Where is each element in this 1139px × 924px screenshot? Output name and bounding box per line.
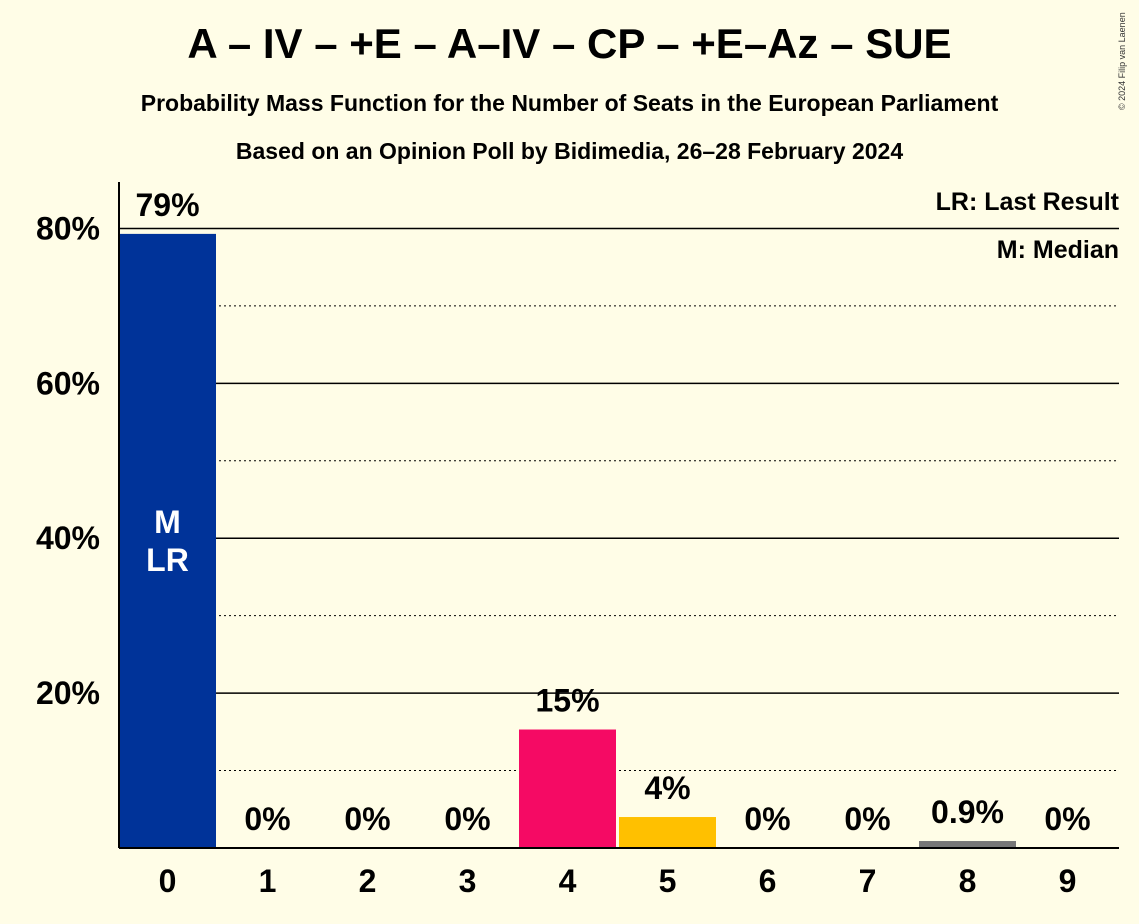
x-tick-label: 0 [159, 863, 177, 899]
y-tick-label: 80% [36, 210, 100, 246]
data-label: 4% [644, 770, 690, 806]
chart-source: Based on an Opinion Poll by Bidimedia, 2… [235, 138, 904, 164]
chart-subtitle: Probability Mass Function for the Number… [140, 90, 999, 116]
x-tick-label: 2 [359, 863, 377, 899]
legend-item: LR: Last Result [936, 188, 1120, 216]
x-tick-label: 8 [959, 863, 977, 899]
x-tick-label: 4 [559, 863, 577, 899]
data-label: 0% [444, 801, 490, 837]
bar-seat-5 [619, 817, 716, 848]
x-tick-label: 3 [459, 863, 477, 899]
data-label: 0% [1044, 801, 1090, 837]
data-label: 0.9% [931, 794, 1004, 830]
bar-annotation-lr: LR [146, 542, 189, 578]
x-tick-label: 5 [659, 863, 677, 899]
bar-seat-4 [519, 729, 616, 848]
data-label: 0% [744, 801, 790, 837]
data-label: 0% [844, 801, 890, 837]
bar-annotation-m: M [154, 504, 181, 540]
x-tick-label: 9 [1059, 863, 1077, 899]
y-tick-label: 20% [36, 675, 100, 711]
data-label: 0% [344, 801, 390, 837]
data-label: 79% [135, 187, 199, 223]
data-label: 0% [244, 801, 290, 837]
legend-item: M: Median [997, 236, 1119, 264]
gridlines [119, 227, 1119, 772]
x-tick-label: 6 [759, 863, 777, 899]
labels: 20%40%60%80%79%00%10%20%315%44%50%60%70.… [36, 187, 1091, 899]
y-tick-label: 60% [36, 365, 100, 401]
chart-title: A – IV – +E – A–IV – CP – +E–Az – SUE [187, 20, 952, 67]
y-tick-label: 40% [36, 520, 100, 556]
bar-seat-8 [919, 841, 1016, 848]
data-label: 15% [535, 683, 599, 719]
axes [118, 182, 1119, 849]
bar-seat-0 [119, 233, 216, 848]
bars [119, 233, 1016, 848]
x-tick-label: 1 [259, 863, 277, 899]
x-tick-label: 7 [859, 863, 877, 899]
legend: LR: Last Result M: Median [936, 188, 1120, 264]
